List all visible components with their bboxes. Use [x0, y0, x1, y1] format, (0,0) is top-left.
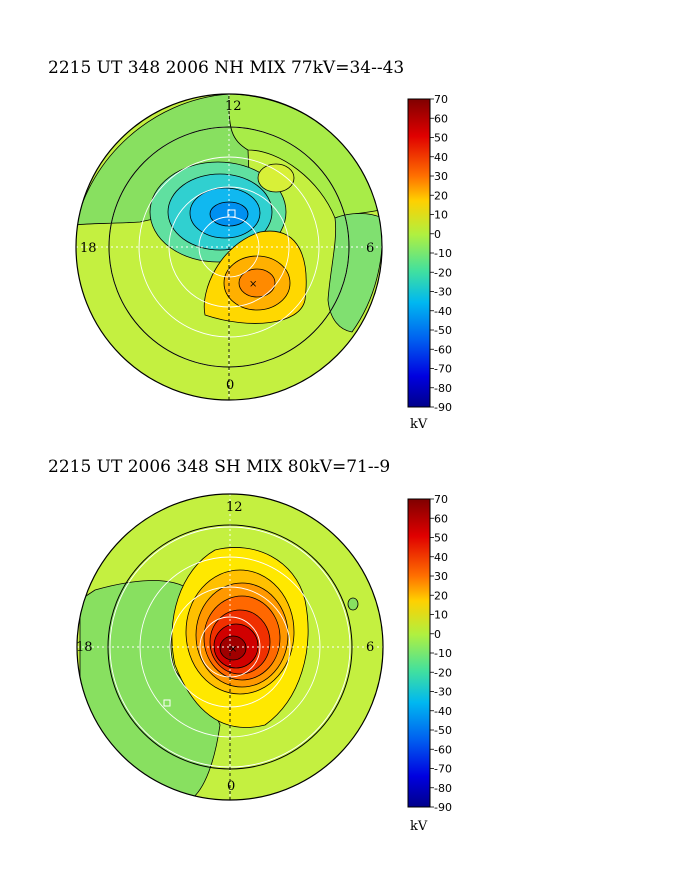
nh-label-12: 12 [225, 99, 242, 114]
sh-pos-contour-7 [219, 635, 247, 661]
sh-colorbar-tick-label: -10 [434, 647, 452, 660]
nh-max-marker: × [249, 279, 257, 290]
nh-pos-contour-3 [238, 268, 276, 298]
nh-colorbar-tick-label: -60 [434, 343, 452, 356]
sh-colorbar-tick-label: -60 [434, 743, 452, 756]
sh-colorbar-ticks: 70 60 50 40 30 20 10 0 -10 -20 -30 -40 -50 -60 -70 -80 -… [430, 493, 452, 814]
nh-title: 2215 UT 348 2006 NH MIX 77kV=34--43 [48, 58, 404, 78]
nh-label-18: 18 [80, 241, 97, 256]
sh-colorbar-tick-label: -30 [434, 686, 452, 699]
sh-colorbar-unit: kV [410, 819, 428, 834]
nh-outer-circle [75, 93, 383, 401]
nh-colorbar-scale [407, 98, 431, 408]
sh-colorbar-tick-label: 0 [434, 628, 441, 641]
sh-label-18: 18 [76, 640, 93, 655]
sh-colorbar: 70 60 50 40 30 20 10 0 -10 -20 -30 -40 -50 -60 -70 -80 -… [407, 493, 452, 834]
sh-colorbar-tick-label: 30 [434, 570, 448, 583]
nh-colorbar-tick-label: -70 [434, 363, 452, 376]
nh-colorbar-tick-label: 60 [434, 112, 448, 125]
sh-label-6: 6 [366, 640, 374, 655]
sh-colorbar-tick-label: -80 [434, 782, 452, 795]
sh-boundary-circle [107, 524, 353, 770]
sh-colorbar-tick-label: -20 [434, 666, 452, 679]
sh-colorbar-tick-label: -90 [434, 801, 452, 814]
sh-label-12: 12 [226, 500, 243, 515]
nh-panel: 2215 UT 348 2006 NH MIX 77kV=34--43 [48, 58, 452, 432]
nh-colorbar-ticks: 70 60 50 40 30 20 10 0 -10 -20 -30 -40 -50 -60 -70 -80 -… [430, 93, 452, 414]
sh-colorbar-tick-label: 40 [434, 551, 448, 564]
sh-title: 2215 UT 2006 348 SH MIX 80kV=71--9 [48, 457, 390, 477]
sh-colorbar-tick-label: 10 [434, 609, 448, 622]
nh-colorbar-tick-label: -50 [434, 324, 452, 337]
nh-colorbar-tick-label: 70 [434, 93, 448, 106]
sh-max-marker: × [229, 644, 237, 655]
nh-colorbar-unit: kV [410, 417, 428, 432]
nh-colorbar: 70 60 50 40 30 20 10 0 -10 -20 -30 -40 -50 -60 -70 -80 -… [407, 93, 452, 432]
nh-polar-map: × [75, 93, 383, 401]
sh-colorbar-tick-label: 60 [434, 512, 448, 525]
sh-colorbar-tick-label: -40 [434, 705, 452, 718]
nh-colorbar-tick-label: -80 [434, 382, 452, 395]
nh-colorbar-tick-label: -40 [434, 305, 452, 318]
nh-label-0: 0 [226, 378, 234, 393]
nh-colorbar-tick-label: -10 [434, 247, 452, 260]
nh-colorbar-tick-label: 40 [434, 151, 448, 164]
sh-negative-region-dusk [79, 580, 221, 800]
nh-colorbar-tick-label: -20 [434, 266, 452, 279]
nh-colorbar-tick-label: 30 [434, 170, 448, 183]
sh-island [347, 597, 359, 611]
sh-polar-map: × [76, 493, 384, 801]
nh-island [257, 163, 295, 193]
nh-colorbar-tick-label: 50 [434, 132, 448, 145]
sh-colorbar-scale [407, 498, 431, 808]
nh-colorbar-tick-label: -30 [434, 286, 452, 299]
nh-min-marker [227, 209, 236, 218]
sh-min-marker [163, 699, 171, 707]
sh-colorbar-tick-label: 70 [434, 493, 448, 506]
nh-label-6: 6 [366, 241, 374, 256]
sh-colorbar-tick-label: 50 [434, 532, 448, 545]
sh-colorbar-tick-label: 20 [434, 589, 448, 602]
sh-outer-circle [76, 493, 384, 801]
nh-negative-region-dawn [327, 213, 382, 333]
nh-colorbar-tick-label: 10 [434, 209, 448, 222]
sh-panel: 2215 UT 2006 348 SH MIX 80kV=71--9 [48, 457, 452, 834]
nh-colorbar-tick-label: 0 [434, 228, 441, 241]
nh-colorbar-tick-label: -90 [434, 401, 452, 414]
sh-label-0: 0 [227, 779, 235, 794]
nh-colorbar-tick-label: 20 [434, 189, 448, 202]
nh-boundary-circle [108, 126, 350, 368]
sh-colorbar-tick-label: -70 [434, 763, 452, 776]
sh-colorbar-tick-label: -50 [434, 724, 452, 737]
